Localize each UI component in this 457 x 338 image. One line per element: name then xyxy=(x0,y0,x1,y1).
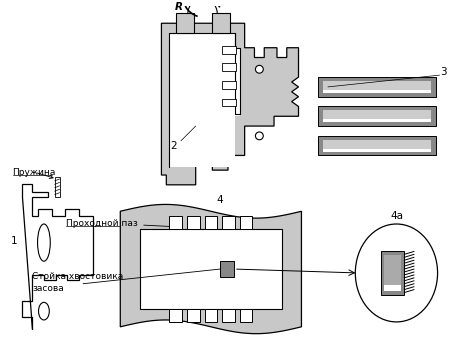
Polygon shape xyxy=(222,46,236,54)
Polygon shape xyxy=(222,81,236,89)
Polygon shape xyxy=(120,204,302,334)
Text: Проходной паз: Проходной паз xyxy=(66,218,175,228)
Bar xyxy=(140,229,282,309)
Ellipse shape xyxy=(38,302,49,320)
Polygon shape xyxy=(222,216,235,229)
Polygon shape xyxy=(187,216,200,229)
Bar xyxy=(323,111,430,122)
Text: 4а: 4а xyxy=(390,211,403,221)
Text: Пружина: Пружина xyxy=(13,168,56,178)
Polygon shape xyxy=(222,309,235,322)
Polygon shape xyxy=(205,309,217,322)
Text: Пружина: Пружина xyxy=(0,337,1,338)
Polygon shape xyxy=(169,216,182,229)
Bar xyxy=(323,119,430,122)
Bar xyxy=(323,140,430,151)
Ellipse shape xyxy=(37,224,50,261)
Bar xyxy=(381,251,404,294)
Polygon shape xyxy=(169,33,240,167)
Bar xyxy=(176,14,194,33)
Text: 4: 4 xyxy=(217,194,223,204)
Polygon shape xyxy=(205,216,217,229)
Polygon shape xyxy=(22,184,93,329)
Bar xyxy=(323,90,430,93)
Text: Стойка хвостовика
засова: Стойка хвостовика засова xyxy=(32,272,123,293)
Bar xyxy=(318,77,436,97)
Polygon shape xyxy=(240,216,252,229)
Text: 2: 2 xyxy=(170,141,176,151)
Text: R: R xyxy=(175,2,183,11)
Bar xyxy=(55,177,59,197)
Polygon shape xyxy=(169,309,182,322)
Circle shape xyxy=(255,132,263,140)
Bar xyxy=(323,81,430,93)
Circle shape xyxy=(255,65,263,73)
Text: 3: 3 xyxy=(441,67,447,77)
Bar xyxy=(213,14,230,33)
Polygon shape xyxy=(222,64,236,71)
Bar xyxy=(384,285,401,291)
Bar xyxy=(384,255,401,291)
Polygon shape xyxy=(187,309,200,322)
Bar xyxy=(318,106,436,126)
Polygon shape xyxy=(222,99,236,106)
Bar xyxy=(323,149,430,151)
Bar xyxy=(220,261,234,277)
Polygon shape xyxy=(161,23,298,185)
Polygon shape xyxy=(188,4,217,14)
Polygon shape xyxy=(240,309,252,322)
Text: 1: 1 xyxy=(11,236,18,246)
Bar xyxy=(318,136,436,155)
Ellipse shape xyxy=(355,224,437,322)
